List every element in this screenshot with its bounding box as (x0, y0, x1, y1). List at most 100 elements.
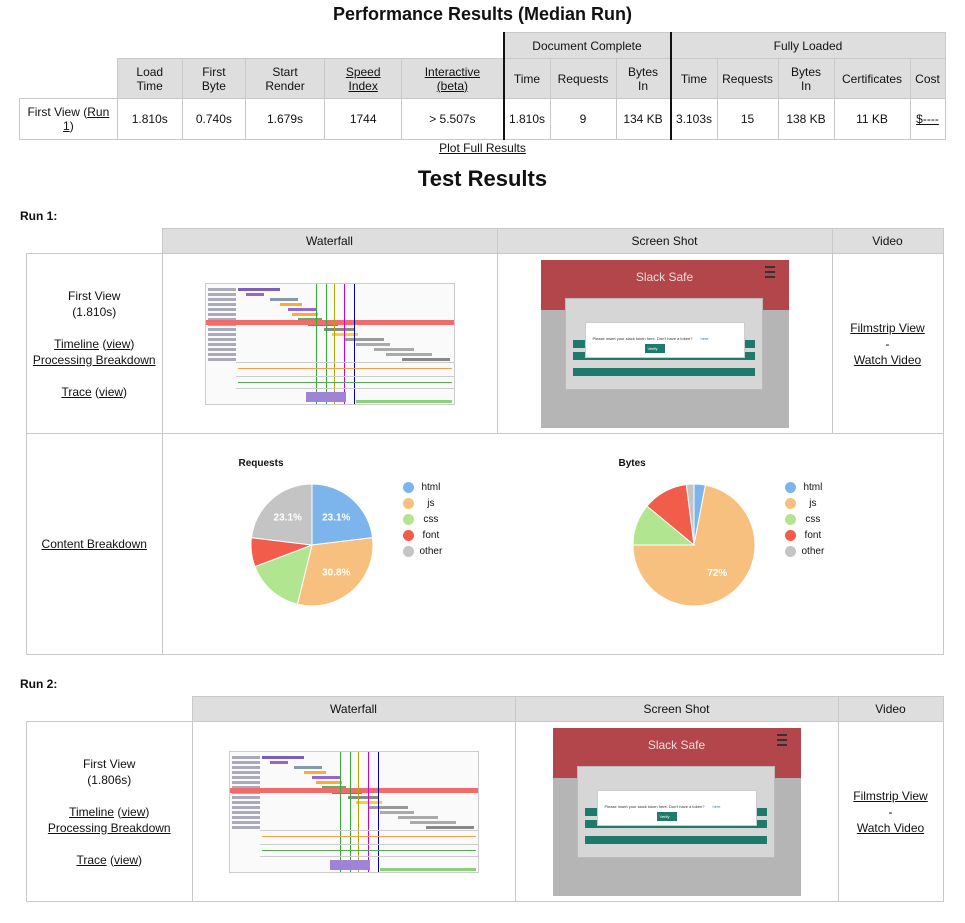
trace-link[interactable]: Trace (76, 852, 107, 867)
waterfall-highlight-row (229, 787, 478, 793)
waterfall-activity-chart (329, 859, 370, 870)
legend-dot (784, 498, 796, 509)
waterfall-request-label (207, 297, 236, 301)
app-title: Slack Safe (647, 737, 706, 752)
trace-view-link[interactable]: view (99, 384, 124, 399)
legend-dot (784, 482, 796, 493)
filmstrip-view-link[interactable]: Filmstrip View (850, 320, 925, 335)
value-doc-time: 1.810s (502, 98, 551, 140)
value-certificates: 11 KB (833, 98, 911, 140)
legend-item-other[interactable]: other (402, 546, 442, 562)
screenshot-cell: Slack Safe Please insert your slack token… (514, 721, 839, 902)
waterfall-marker-line (353, 283, 355, 404)
waterfall-request-label (207, 332, 236, 336)
waterfall-progress (355, 399, 452, 403)
legend-dot (402, 514, 414, 525)
legend-item-font[interactable]: font (402, 530, 443, 546)
timeline-link[interactable]: Timeline (54, 336, 100, 351)
waterfall-request-bar (311, 775, 340, 779)
group-fully-loaded: Fully Loaded (669, 32, 946, 59)
pie-data-label: 23.1% (322, 513, 350, 524)
timeline-view-link[interactable]: view (106, 336, 131, 351)
legend-item-font[interactable]: font (784, 530, 825, 546)
waterfall-request-label (207, 352, 236, 356)
legend-item-html[interactable]: html (784, 482, 825, 498)
waterfall-divider (235, 387, 454, 389)
pie-slice-js (296, 537, 373, 607)
waterfall-request-bar (425, 825, 474, 829)
cost-link[interactable]: $---- (916, 112, 939, 126)
waterfall-marker-line (339, 751, 341, 872)
screenshot-thumbnail[interactable]: Slack Safe Please insert your slack token… (552, 727, 801, 896)
waterfall-thumbnail[interactable] (204, 282, 455, 405)
pie-data-label: 72% (707, 568, 727, 579)
legend-item-js[interactable]: js (784, 498, 825, 514)
run-1-link[interactable]: Run (87, 105, 110, 119)
video-cell: Filmstrip View - Watch Video (831, 253, 944, 434)
screenshot-thumbnail[interactable]: Slack Safe Please insert your slack token… (540, 259, 789, 428)
waterfall-cpu-line (261, 835, 476, 837)
watch-video-link[interactable]: Watch Video (856, 820, 925, 835)
waterfall-progress (379, 867, 476, 871)
waterfall-request-bar (293, 765, 322, 769)
waterfall-request-label (231, 820, 260, 824)
legend-dot (402, 530, 414, 541)
waterfall-bandwidth-line (237, 381, 452, 383)
filmstrip-view-link[interactable]: Filmstrip View (853, 788, 928, 803)
waterfall-request-bar (269, 760, 288, 764)
run-1-first-view-cell: First View (1.810s) Timeline (view) Proc… (26, 253, 163, 434)
waterfall-request-label (231, 785, 260, 789)
legend-label: font (422, 530, 440, 541)
waterfall-request-label (231, 825, 260, 829)
waterfall-request-bar (347, 795, 378, 799)
legend-item-css[interactable]: css (784, 514, 825, 530)
waterfall-request-bar (385, 352, 432, 356)
trace-link[interactable]: Trace (61, 384, 92, 399)
legend-item-js[interactable]: js (402, 498, 443, 514)
requests-pie-chart: 23.1% 30.8% 23.1% (250, 483, 373, 607)
header-interactive[interactable]: Interactive (beta) (401, 58, 504, 99)
waterfall-cell (161, 253, 498, 434)
legend-dot (402, 546, 414, 557)
hamburger-menu-icon[interactable] (764, 265, 775, 278)
dash-separator: - (888, 804, 893, 819)
waterfall-request-bar (261, 755, 304, 759)
watch-video-link[interactable]: Watch Video (853, 352, 922, 367)
dash-separator: - (885, 336, 890, 351)
first-view-time: (1.806s) (87, 772, 132, 787)
waterfall-request-bar (379, 810, 414, 814)
timeline-link[interactable]: Timeline (69, 804, 115, 819)
plot-full-results-link[interactable]: Plot Full Results (439, 141, 526, 155)
legend-dot (402, 482, 414, 493)
waterfall-marker-line (343, 283, 345, 404)
header-speed-index[interactable]: Speed Index (324, 58, 403, 99)
hamburger-menu-icon[interactable] (776, 733, 787, 746)
value-cost: $---- (909, 98, 946, 140)
legend-item-html[interactable]: html (402, 482, 443, 498)
run-1-table: Waterfall Screen Shot Video First View (… (26, 228, 944, 655)
header-cost: Cost (909, 58, 946, 99)
waterfall-marker-line (367, 751, 369, 872)
legend-dot (784, 530, 796, 541)
legend-item-css[interactable]: css (402, 514, 443, 530)
processing-breakdown-link[interactable]: Processing Breakdown (32, 352, 156, 367)
trace-view-link[interactable]: view (114, 852, 139, 867)
value-speed-index: 1744 (324, 98, 403, 140)
waterfall-request-bar (303, 770, 326, 774)
screenshot-cell: Slack Safe Please insert your slack token… (496, 253, 833, 434)
waterfall-request-label (207, 317, 236, 321)
token-dialog (596, 789, 757, 826)
waterfall-request-bar (315, 780, 342, 784)
content-breakdown-link[interactable]: Content Breakdown (41, 537, 147, 551)
timeline-view-link[interactable]: view (121, 804, 146, 819)
legend-dot (784, 546, 796, 557)
waterfall-request-label (207, 292, 236, 296)
processing-breakdown-link[interactable]: Processing Breakdown (47, 820, 171, 835)
run-1-link-number[interactable]: 1 (63, 119, 70, 133)
legend-item-other[interactable]: other (784, 546, 824, 562)
waterfall-cpu-line (237, 367, 452, 369)
waterfall-header: Waterfall (191, 696, 516, 722)
pie-slice-other (685, 483, 694, 546)
value-full-requests: 15 (716, 98, 779, 140)
waterfall-thumbnail[interactable] (228, 750, 479, 873)
